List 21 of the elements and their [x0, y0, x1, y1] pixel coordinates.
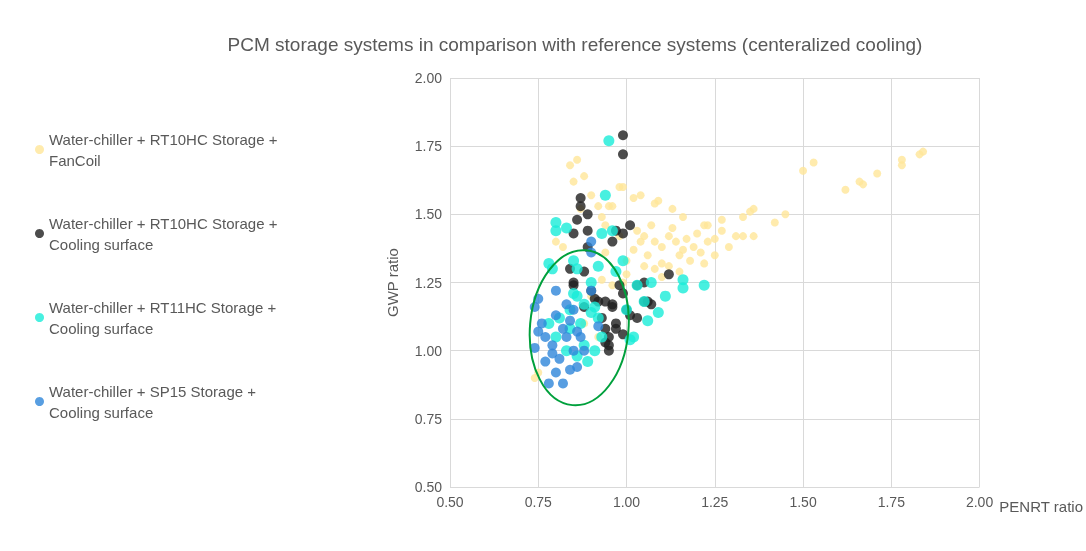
x-tick-label: 2.00	[965, 494, 994, 510]
y-tick-label: 0.75	[414, 410, 443, 427]
chart-title: PCM storage systems in comparison with reference systems (centeralized cooling)	[227, 34, 923, 55]
x-tick-label: 0.50	[436, 494, 464, 510]
y-tick-label: 1.75	[414, 138, 443, 155]
y-tick-label: 1.50	[414, 206, 443, 223]
x-tick-label: 1.75	[877, 494, 906, 510]
y-tick-label: 2.00	[414, 70, 443, 86]
legend-label: Water-chiller + RT11HC Storage + Cooling surface	[49, 298, 281, 337]
legend-label: Water-chiller + RT10HC Storage + Cooling surface	[49, 214, 282, 253]
x-tick-label: 1.50	[789, 494, 817, 510]
y-axis-title: GWP ratio	[384, 248, 401, 317]
x-tick-label: 0.75	[524, 494, 553, 510]
y-tick-label: 1.25	[414, 274, 443, 291]
x-tick-label: 1.25	[701, 494, 729, 510]
y-tick-label: 1.00	[414, 342, 443, 359]
y-tick-label: 0.50	[414, 479, 443, 495]
x-axis-title: PENRT ratio	[999, 498, 1083, 515]
legend-label: Water-chiller + SP15 Storage + Cooling surface	[49, 382, 261, 421]
legend-label: Water-chiller + RT10HC Storage + FanCoil	[49, 130, 282, 169]
x-tick-label: 1.00	[612, 494, 641, 510]
